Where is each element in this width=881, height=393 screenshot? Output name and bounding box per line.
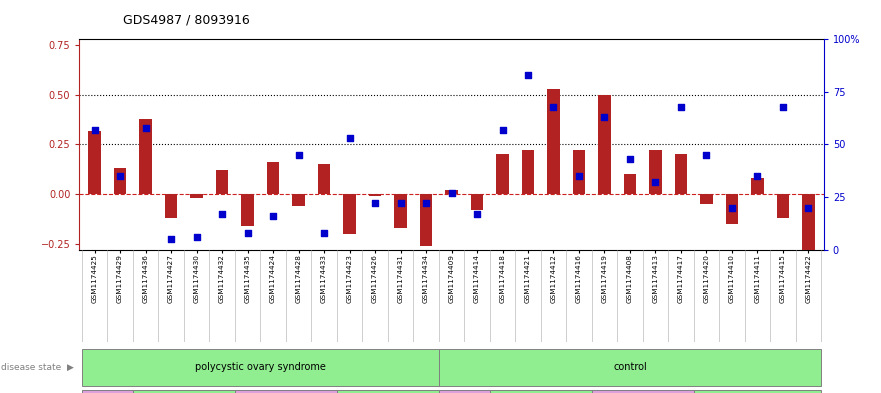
Text: GDS4987 / 8093916: GDS4987 / 8093916 bbox=[123, 14, 250, 27]
Bar bbox=[318, 164, 330, 194]
Bar bbox=[624, 174, 636, 194]
Bar bbox=[344, 194, 356, 234]
Text: control: control bbox=[613, 362, 647, 372]
Bar bbox=[267, 162, 279, 194]
Bar bbox=[241, 194, 254, 226]
Point bbox=[751, 173, 765, 179]
Point bbox=[572, 173, 586, 179]
Bar bbox=[394, 194, 407, 228]
Point bbox=[546, 103, 560, 110]
Point bbox=[343, 135, 357, 141]
Point bbox=[444, 190, 458, 196]
Point bbox=[368, 200, 382, 206]
Point bbox=[87, 127, 101, 133]
Point bbox=[802, 204, 816, 211]
Bar bbox=[470, 194, 484, 210]
Bar bbox=[368, 194, 381, 196]
Bar bbox=[700, 194, 713, 204]
Point bbox=[189, 234, 204, 240]
Bar bbox=[547, 89, 559, 194]
Bar bbox=[337, 390, 439, 393]
Bar bbox=[802, 194, 815, 252]
Text: disease state  ▶: disease state ▶ bbox=[1, 363, 74, 372]
Bar bbox=[114, 168, 127, 194]
Point bbox=[419, 200, 433, 206]
Bar bbox=[675, 154, 687, 194]
Bar bbox=[522, 151, 535, 194]
Point bbox=[648, 179, 663, 185]
Point bbox=[623, 156, 637, 162]
Bar bbox=[751, 178, 764, 194]
Point bbox=[725, 204, 739, 211]
Text: polycystic ovary syndrome: polycystic ovary syndrome bbox=[195, 362, 326, 372]
Bar bbox=[598, 95, 611, 194]
Point bbox=[317, 230, 331, 236]
Point bbox=[470, 211, 484, 217]
Bar bbox=[216, 170, 228, 194]
Point bbox=[776, 103, 790, 110]
Point bbox=[700, 152, 714, 158]
Bar bbox=[439, 349, 821, 386]
Bar bbox=[776, 194, 789, 218]
Bar bbox=[693, 390, 821, 393]
Bar bbox=[726, 194, 738, 224]
Bar bbox=[490, 390, 592, 393]
Point bbox=[241, 230, 255, 236]
Bar bbox=[165, 194, 177, 218]
Bar bbox=[82, 349, 439, 386]
Bar bbox=[133, 390, 235, 393]
Point bbox=[495, 127, 509, 133]
Bar bbox=[190, 194, 203, 198]
Point bbox=[674, 103, 688, 110]
Bar bbox=[235, 390, 337, 393]
Point bbox=[394, 200, 408, 206]
Point bbox=[215, 211, 229, 217]
Point bbox=[521, 72, 535, 78]
Point bbox=[597, 114, 611, 120]
Bar bbox=[419, 194, 433, 246]
Bar bbox=[573, 151, 585, 194]
Bar bbox=[649, 151, 662, 194]
Point bbox=[266, 213, 280, 219]
Bar bbox=[292, 194, 305, 206]
Bar bbox=[88, 130, 101, 194]
Bar bbox=[439, 390, 490, 393]
Point bbox=[113, 173, 127, 179]
Bar bbox=[592, 390, 693, 393]
Point bbox=[292, 152, 306, 158]
Bar bbox=[496, 154, 509, 194]
Point bbox=[138, 125, 152, 131]
Bar bbox=[82, 390, 133, 393]
Point bbox=[164, 236, 178, 242]
Bar bbox=[445, 190, 458, 194]
Bar bbox=[139, 119, 152, 194]
